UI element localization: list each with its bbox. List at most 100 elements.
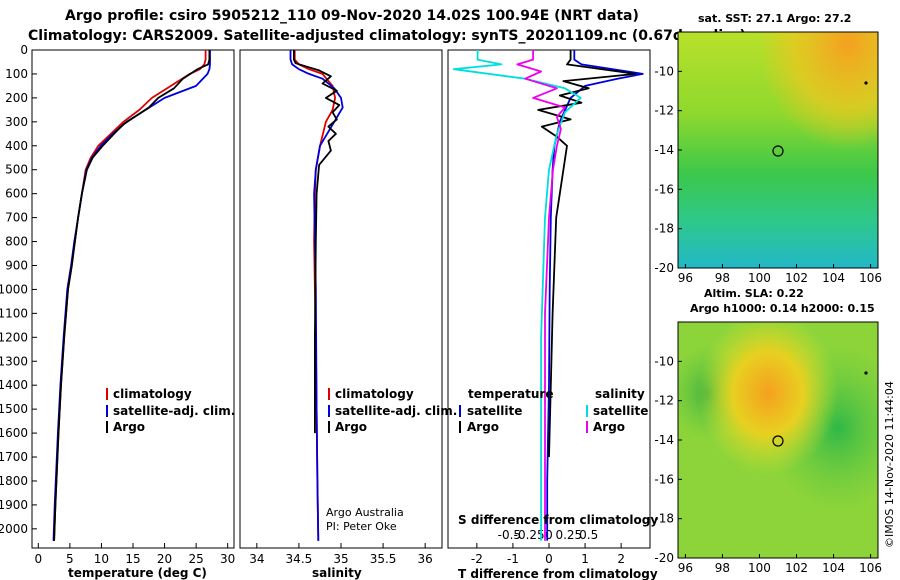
depth-tick-label: 2000 (0, 522, 28, 536)
depth-tick-label: 1100 (0, 306, 28, 320)
temperature-lines (52, 50, 211, 541)
salinity-axes-frame (239, 49, 443, 549)
temperature-legend: climatology satellite-adj. clim. Argo (106, 387, 235, 434)
sst-island-marker (864, 81, 868, 85)
difference-panel: -2 -1 0 1 2 -0.5-0.25 0 0.250.5 S difference f… (447, 49, 658, 580)
depth-tick-label: 400 (5, 139, 28, 153)
difference-legend: temperature salinity satellite Argo sate… (459, 387, 648, 434)
legend-argo-t-label: Argo (467, 420, 499, 434)
depth-tick-label: 1900 (0, 498, 28, 512)
sla-map: Altim. SLA: 0.22 Argo h1000: 0.14 h2000:… (654, 287, 882, 575)
x-tick-label: 15 (125, 552, 140, 566)
lon-tick-label: 96 (678, 561, 693, 575)
lat-tick-label: -20 (654, 551, 674, 565)
temperature-axes-frame (31, 49, 235, 549)
legend-climatology-label: climatology (113, 387, 192, 401)
lon-tick-label: 102 (785, 271, 808, 285)
x-tick-label: 35.5 (370, 552, 397, 566)
legend-argo-label: Argo (113, 420, 145, 434)
x-tick-label: 20 (157, 552, 172, 566)
sst-map-title: sat. SST: 27.1 Argo: 27.2 (698, 12, 851, 25)
sst-warm-patch (678, 32, 878, 268)
lon-tick-label: 96 (678, 271, 693, 285)
credit-argo-australia: Argo Australia (326, 506, 404, 519)
depth-tick-label: 600 (5, 187, 28, 201)
x-tick-label: 30 (220, 552, 235, 566)
lon-tick-label: 102 (785, 561, 808, 575)
sla-lat-axis: -10 -12 -14 -16 -18 -20 (654, 354, 682, 565)
depth-tick-label: 900 (5, 258, 28, 272)
depth-axis: 0 100 200 300 400 500 600 700 800 900 1000 1100 1200… (0, 43, 37, 536)
lat-tick-label: -14 (654, 433, 674, 447)
title-line-2: Climatology: CARS2009. Satellite-adjuste… (28, 28, 746, 44)
x-tick-label: 5 (66, 552, 74, 566)
lat-tick-label: -16 (654, 472, 674, 486)
difference-satellite-s-line (452, 50, 582, 541)
lon-tick-label: 106 (859, 271, 882, 285)
legend-salinity-title: salinity (595, 387, 645, 401)
x-tick-label: 0 (34, 552, 42, 566)
sla-map-title-2: Argo h1000: 0.14 h2000: 0.15 (690, 302, 875, 315)
lat-tick-label: -18 (654, 222, 674, 236)
x-tick-label: 34 (249, 552, 264, 566)
lat-tick-label: -10 (654, 64, 674, 78)
lat-tick-label: -10 (654, 354, 674, 368)
salinity-xlabel: salinity (312, 566, 362, 580)
temperature-climatology-line (53, 50, 207, 541)
x-tick-label: 25 (188, 552, 203, 566)
depth-tick-label: 300 (5, 115, 28, 129)
depth-tick-label: 1700 (0, 450, 28, 464)
legend-temperature-title: temperature (468, 387, 553, 401)
lon-tick-label: 98 (715, 561, 730, 575)
depth-tick-label: 1800 (0, 474, 28, 488)
depth-tick-label: 1500 (0, 402, 28, 416)
legend-satellite-label: satellite-adj. clim. (113, 404, 235, 418)
depth-tick-label: 1200 (0, 330, 28, 344)
sst-profile-marker (772, 145, 784, 157)
lat-tick-label: -12 (654, 104, 674, 118)
t-diff-tick-label: 1 (581, 552, 589, 566)
sla-profile-marker (772, 435, 784, 447)
lon-tick-label: 100 (748, 561, 771, 575)
sst-lon-axis: 96 98 100 102 104 106 (678, 264, 882, 285)
temperature-xlabel: temperature (deg C) (68, 566, 207, 580)
sla-map-title-1: Altim. SLA: 0.22 (704, 287, 804, 300)
salinity-satellite-adj-clim--line (289, 50, 344, 541)
temperature-x-axis: 0 5 10 15 20 25 30 (34, 543, 235, 566)
depth-tick-label: 800 (5, 235, 28, 249)
depth-tick-label: 700 (5, 211, 28, 225)
difference-lines (452, 50, 644, 541)
legend-sat-t-label: satellite (467, 404, 522, 418)
sst-map: sat. SST: 27.1 Argo: 27.2 96 98 100 102 104 1… (654, 12, 882, 285)
x-tick-label: 34.5 (286, 552, 313, 566)
depth-tick-label: 1600 (0, 426, 28, 440)
depth-tick-label: 100 (5, 67, 28, 81)
s-diff-tick-label: -0.5 (498, 528, 521, 542)
salinity-argo-line (292, 50, 341, 434)
title-line-1: Argo profile: csiro 5905212_110 09-Nov-2… (65, 8, 639, 24)
s-diff-tick-label: 0.25 (555, 528, 582, 542)
x-tick-label: 35 (333, 552, 348, 566)
temperature-panel: 0100200300400500600700800900100011001200… (0, 43, 235, 580)
t-diff-tick-label: 0 (545, 552, 553, 566)
depth-tick-label: 1300 (0, 354, 28, 368)
credit-pi: PI: Peter Oke (326, 520, 397, 533)
t-difference-xlabel: T difference from climatology (458, 567, 658, 580)
s-diff-tick-label: -0.25 (514, 528, 545, 542)
legend-argo-label: Argo (335, 420, 367, 434)
lon-tick-label: 98 (715, 271, 730, 285)
sst-lat-axis: -10 -12 -14 -16 -18 -20 (654, 64, 682, 275)
depth-tick-label: 500 (5, 163, 28, 177)
depth-tick-label: 1400 (0, 378, 28, 392)
lon-tick-label: 100 (748, 271, 771, 285)
lon-tick-label: 104 (822, 561, 845, 575)
temperature-argo-line (53, 50, 211, 541)
t-diff-tick-label: -1 (507, 552, 519, 566)
legend-sat-s-label: satellite (593, 404, 648, 418)
difference-argo-t-line (537, 50, 637, 458)
x-tick-label: 36 (418, 552, 433, 566)
lat-tick-label: -12 (654, 394, 674, 408)
salinity-x-axis: 34 34.5 35 35.5 36 (249, 543, 433, 566)
t-diff-tick-label: 2 (617, 552, 625, 566)
